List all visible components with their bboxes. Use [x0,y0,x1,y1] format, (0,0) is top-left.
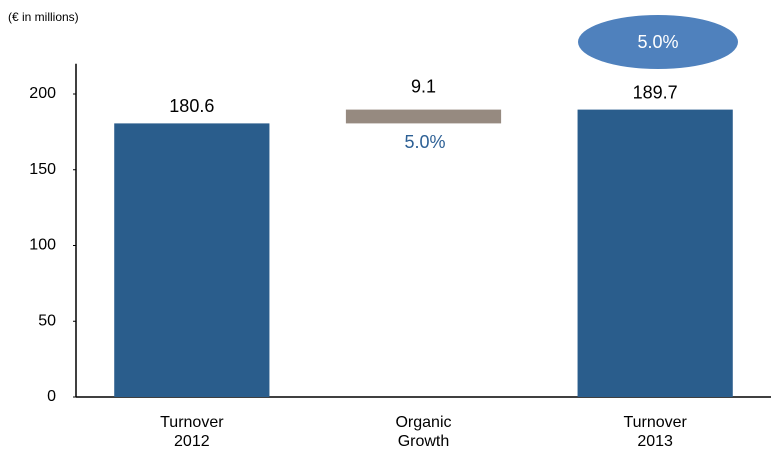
value-label: 189.7 [633,82,678,102]
y-tick-label: 0 [47,388,56,405]
x-tick-label: Turnover 2013 [623,414,687,450]
growth-bubble [578,15,738,69]
x-tick-label: Organic Growth [395,414,451,450]
bar [114,123,270,398]
y-tick-label: 150 [29,161,56,178]
chart-subtitle: (€ in millions) [8,10,79,24]
total-growth-label: 5.0% [637,32,678,52]
growth-label: 5.0% [404,132,445,152]
value-label: 9.1 [411,76,436,96]
bar [345,109,502,124]
value-label: 180.6 [169,96,214,116]
bar [577,109,733,398]
y-tick-label: 200 [29,85,56,102]
y-tick-label: 50 [38,312,56,329]
x-tick-label: Turnover 2012 [160,414,224,450]
y-tick-label: 100 [29,237,56,254]
